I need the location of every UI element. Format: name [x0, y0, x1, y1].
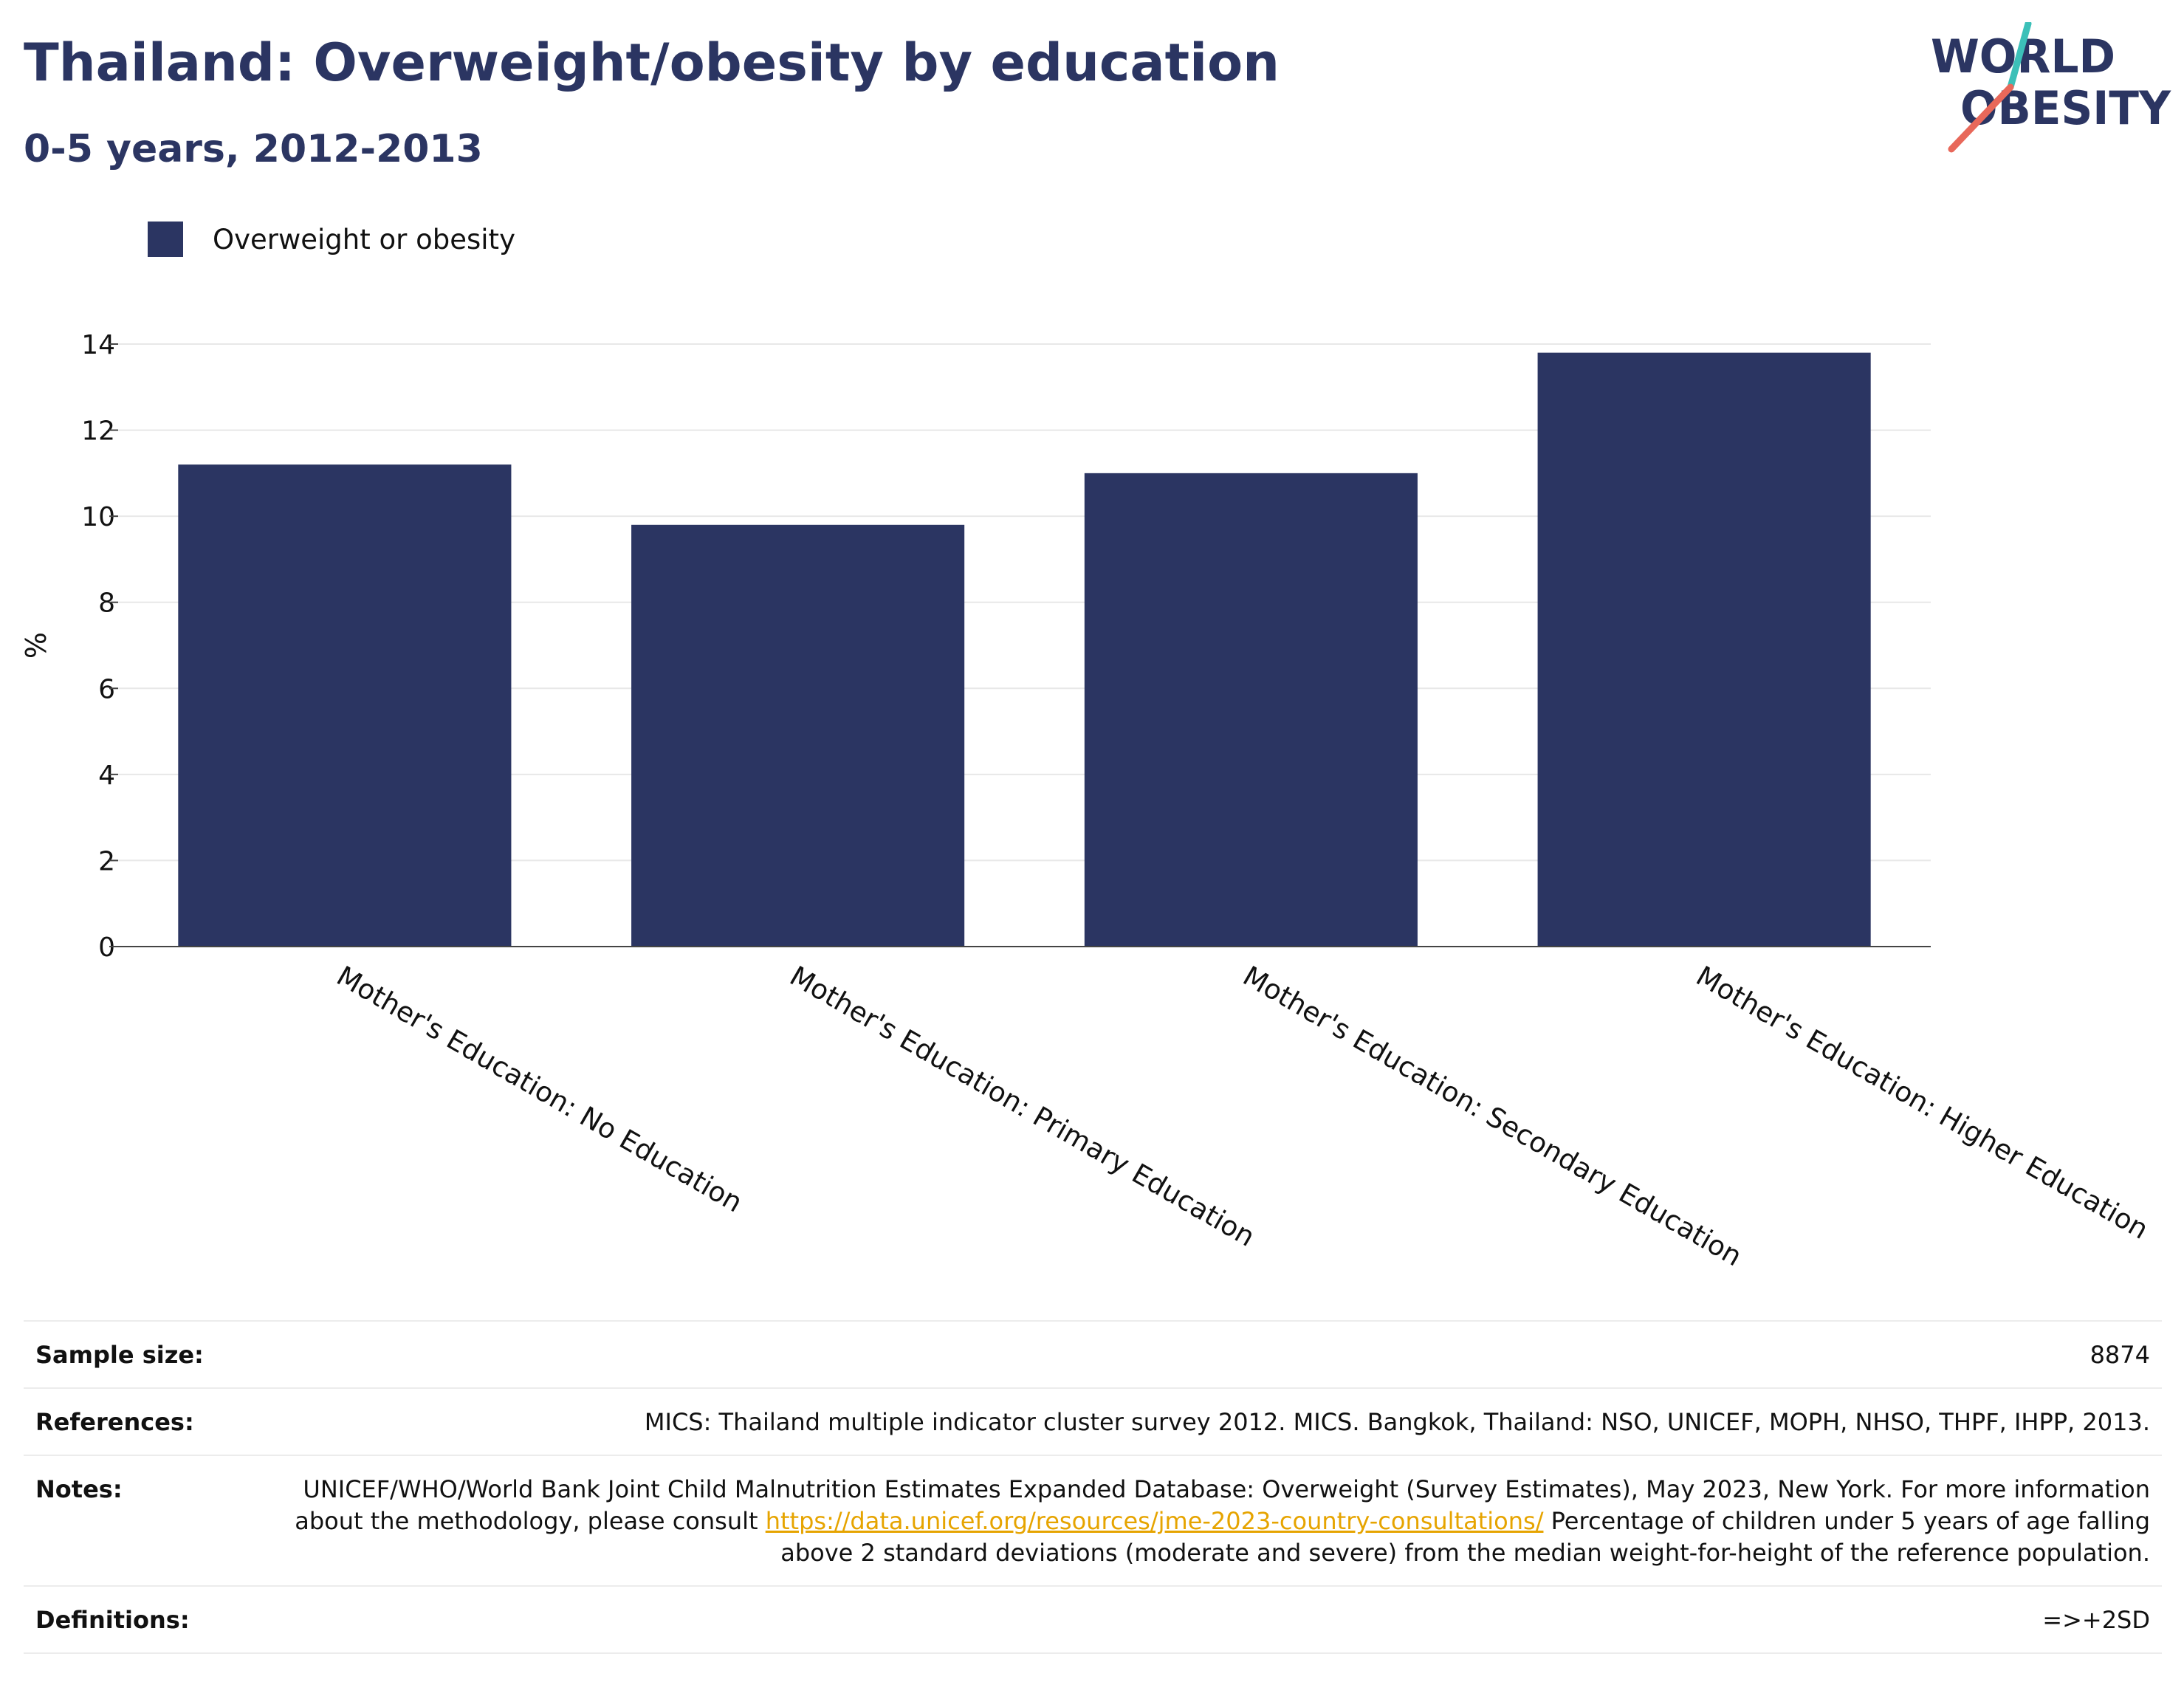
logo-slash-teal	[2007, 22, 2032, 91]
definitions-value: =>+2SD	[2042, 1606, 2150, 1634]
y-tick-label: 2	[98, 846, 115, 876]
legend-swatch	[148, 222, 183, 257]
notes-methodology-link[interactable]: https://data.unicef.org/resources/jme-20…	[765, 1507, 1544, 1535]
x-tick-label: Mother's Education: Higher Education	[1691, 960, 2154, 1246]
y-tick-label: 0	[98, 933, 115, 963]
bar	[631, 524, 965, 947]
chart-subtitle: 0-5 years, 2012-2013	[24, 127, 483, 171]
footer-row-definitions: Definitions: =>+2SD	[24, 1585, 2162, 1654]
references-value: MICS: Thailand multiple indicator cluste…	[644, 1408, 2150, 1436]
y-tick-label: 8	[98, 588, 115, 619]
x-tick-label: Mother's Education: No Education	[332, 960, 748, 1218]
y-tick-label: 4	[98, 761, 115, 791]
sample-size-label: Sample size:	[35, 1341, 204, 1369]
bar	[1537, 352, 1871, 947]
y-tick-label: 10	[81, 502, 115, 532]
footer-row-references: References: MICS: Thailand multiple indi…	[24, 1387, 2162, 1455]
y-axis-label: %	[20, 632, 52, 659]
logo-slash-coral	[1948, 83, 2014, 153]
chart-legend: Overweight or obesity	[148, 219, 515, 260]
chart-title: Thailand: Overweight/obesity by educatio…	[24, 32, 1280, 93]
bar	[1084, 473, 1418, 947]
notes-definition-text: Percentage of children under 5 years of …	[780, 1507, 2150, 1567]
bar-chart: 0 2 4 6 8 10 12 14 Mother's Education: No Educat…	[20, 330, 2154, 1272]
footer-row-notes: Notes: UNICEF/WHO/World Bank Joint Child…	[24, 1455, 2162, 1585]
y-tick-label: 6	[98, 674, 115, 704]
notes-text: UNICEF/WHO/World Bank Joint Child Malnut…	[295, 1475, 2150, 1535]
legend-label: Overweight or obesity	[213, 223, 515, 255]
x-tick-label: Mother's Education: Secondary Education	[1237, 960, 1747, 1272]
references-label: References:	[35, 1408, 194, 1436]
logo-word-obesity: OBESITY	[1960, 81, 2171, 135]
notes-value: UNICEF/WHO/World Bank Joint Child Malnut…	[257, 1474, 2150, 1569]
definitions-label: Definitions:	[35, 1606, 190, 1634]
y-tick-label: 14	[81, 330, 115, 360]
footer-table: Sample size: 8874 References: MICS: Thai…	[24, 1320, 2162, 1654]
y-tick-label: 12	[81, 416, 115, 447]
sample-size-value: 8874	[2089, 1341, 2150, 1369]
bar	[178, 464, 512, 947]
notes-label: Notes:	[35, 1475, 123, 1503]
footer-row-sample-size: Sample size: 8874	[24, 1320, 2162, 1387]
world-obesity-logo: WORLD OBESITY	[1931, 22, 2171, 153]
x-tick-label: Mother's Education: Primary Education	[785, 960, 1260, 1253]
